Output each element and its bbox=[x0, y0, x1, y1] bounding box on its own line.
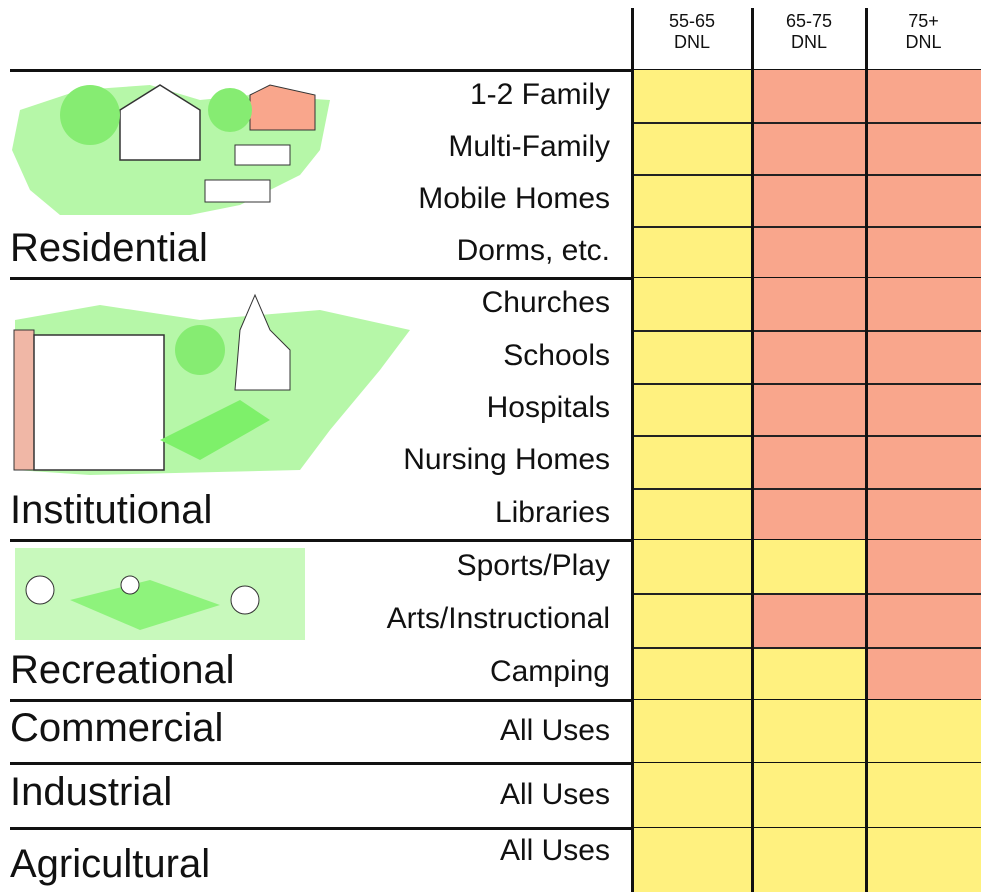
column-divider bbox=[631, 8, 634, 892]
cell bbox=[632, 330, 752, 383]
cell bbox=[866, 828, 981, 892]
cell bbox=[632, 226, 752, 278]
group-name: Industrial bbox=[10, 769, 173, 814]
cell bbox=[866, 435, 981, 488]
group-name: Residential bbox=[10, 226, 208, 270]
group-divider bbox=[10, 277, 981, 280]
row-label: Sports/Play bbox=[456, 548, 610, 582]
cell bbox=[632, 828, 752, 892]
cell bbox=[752, 828, 866, 892]
cell bbox=[752, 593, 866, 647]
cell bbox=[632, 174, 752, 226]
column-header: DNL bbox=[790, 32, 827, 52]
row-label: All Uses bbox=[499, 777, 610, 811]
cell bbox=[632, 70, 752, 122]
cell bbox=[752, 122, 866, 174]
cell bbox=[752, 174, 866, 226]
cell bbox=[866, 70, 981, 122]
recreational-illustration bbox=[15, 548, 305, 640]
cell bbox=[632, 435, 752, 488]
row-label: Schools bbox=[503, 338, 610, 372]
row-label: Hospitals bbox=[486, 391, 610, 424]
row-label: Camping bbox=[489, 655, 610, 689]
cell bbox=[632, 646, 752, 700]
cell bbox=[866, 763, 981, 828]
row-label: Multi-Family bbox=[448, 130, 610, 163]
cell bbox=[866, 700, 981, 763]
cell bbox=[752, 70, 866, 122]
cell bbox=[632, 593, 752, 647]
cell bbox=[752, 278, 866, 331]
column-header: 55-65 bbox=[668, 11, 716, 31]
row-label: Mobile Homes bbox=[418, 182, 610, 215]
cell bbox=[866, 122, 981, 174]
group-name: Institutional bbox=[10, 488, 213, 532]
column-header: DNL bbox=[673, 32, 710, 52]
cell bbox=[866, 382, 981, 436]
cell bbox=[752, 435, 866, 488]
group-name: Agricultural bbox=[10, 842, 211, 886]
column-divider bbox=[751, 8, 754, 892]
row-label: Nursing Homes bbox=[403, 443, 610, 477]
cell bbox=[632, 487, 752, 540]
cell bbox=[632, 278, 752, 331]
group-divider bbox=[10, 69, 981, 72]
cell bbox=[866, 646, 981, 700]
cell bbox=[752, 330, 866, 383]
group-name: Recreational bbox=[10, 648, 235, 692]
illustrations bbox=[12, 84, 410, 640]
cell bbox=[632, 122, 752, 174]
row-label: All Uses bbox=[499, 834, 610, 867]
group-divider bbox=[10, 699, 981, 702]
institutional-illustration bbox=[13, 293, 410, 475]
cell bbox=[752, 540, 866, 594]
cell bbox=[752, 646, 866, 700]
cell bbox=[866, 278, 981, 331]
cell bbox=[752, 763, 866, 828]
column-header: 65-75 bbox=[785, 11, 833, 31]
row-label: All Uses bbox=[499, 713, 610, 747]
column-header: 75+ bbox=[908, 11, 939, 31]
row-label: Churches bbox=[481, 286, 610, 320]
row-label: Dorms, etc. bbox=[456, 234, 610, 267]
cell bbox=[866, 330, 981, 383]
column-divider bbox=[865, 8, 868, 892]
column-header: DNL bbox=[905, 32, 942, 52]
cell bbox=[632, 382, 752, 436]
cell bbox=[866, 593, 981, 647]
residential-illustration bbox=[12, 84, 330, 215]
cell bbox=[866, 540, 981, 594]
cell bbox=[632, 763, 752, 828]
group-divider bbox=[10, 827, 981, 830]
cell bbox=[752, 700, 866, 763]
group-divider bbox=[10, 762, 981, 765]
row-label: Libraries bbox=[494, 495, 610, 529]
row-label: Arts/Instructional bbox=[386, 602, 610, 635]
row-label: 1-2 Family bbox=[469, 78, 610, 111]
cell bbox=[866, 487, 981, 540]
cell bbox=[632, 700, 752, 763]
group-name: Commercial bbox=[10, 705, 224, 750]
cell bbox=[866, 174, 981, 226]
cell bbox=[632, 540, 752, 594]
cell bbox=[866, 226, 981, 278]
cell bbox=[752, 487, 866, 540]
group-divider bbox=[10, 539, 981, 542]
cell bbox=[752, 226, 866, 278]
cell bbox=[752, 382, 866, 436]
